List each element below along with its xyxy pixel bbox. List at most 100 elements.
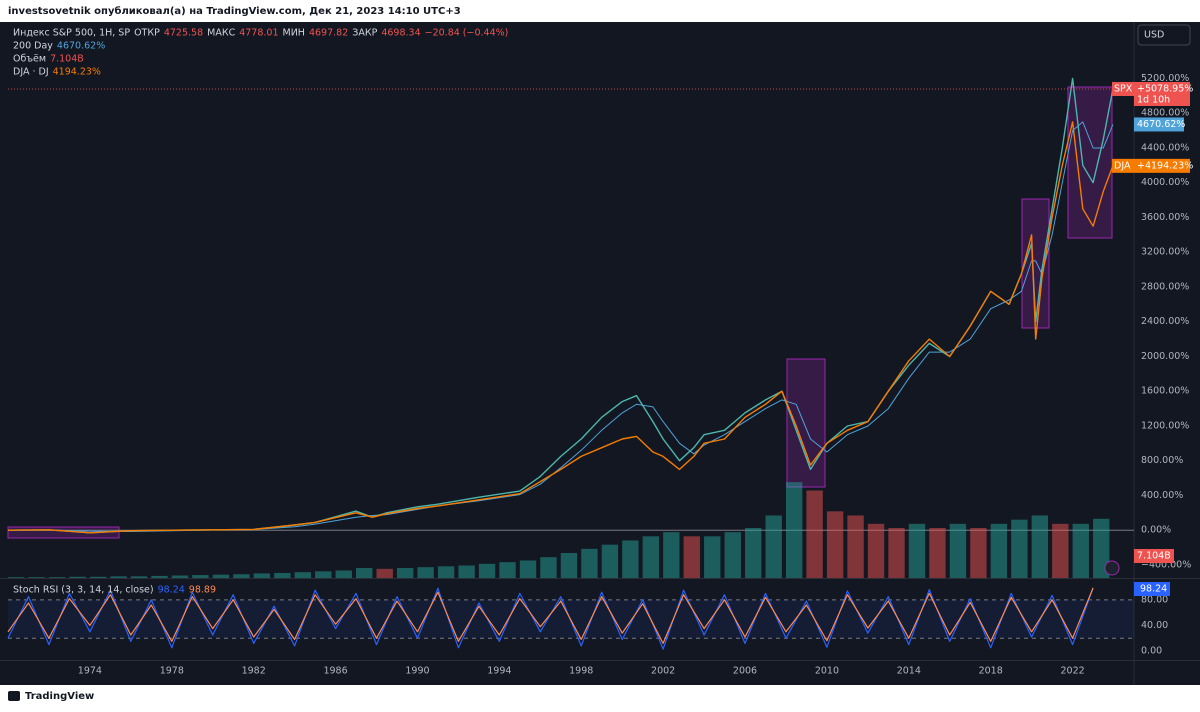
y-tick-label: 5200.00% [1141, 73, 1189, 84]
volume-bar [745, 528, 762, 578]
volume-bar [192, 575, 209, 578]
y-tick-label: 1200.00% [1141, 420, 1189, 431]
rsi-tick-label: 0.00 [1141, 646, 1162, 657]
volume-bar [806, 490, 823, 578]
countdown: 1d 10h [1137, 94, 1170, 105]
volume-bar [437, 566, 455, 578]
y-tick-label: 4000.00% [1141, 177, 1189, 188]
volume-bar [130, 576, 148, 578]
header-title: investsovetnik опубликовал(а) на Trading… [8, 5, 461, 17]
alert-icon [1104, 560, 1120, 576]
x-tick-label: 2022 [1060, 666, 1084, 677]
y-tick-label: 2000.00% [1141, 351, 1189, 362]
volume-bar [663, 532, 680, 578]
volume-bar [315, 571, 332, 578]
y-tick-label: 1600.00% [1141, 386, 1189, 397]
volume-bar [908, 523, 926, 578]
volume-bar [949, 523, 967, 578]
volume-bar [1052, 523, 1069, 578]
currency: USD [1144, 30, 1164, 41]
x-tick-label: 1998 [569, 666, 593, 677]
legend-text: Объём [13, 54, 46, 65]
rsi-badge-label: 98.24 [1140, 584, 1167, 595]
x-tick-label: 2018 [979, 666, 1003, 677]
ma-badge [1134, 117, 1184, 132]
x-tick-label: 1994 [487, 666, 511, 677]
x-tick-label: 1986 [323, 666, 347, 677]
legend-text: 7.104B [50, 54, 84, 65]
volume-bar [110, 576, 127, 578]
volume-bar [69, 576, 86, 578]
volume-bar [478, 563, 496, 578]
legend-text: 4778.01 [239, 28, 278, 39]
header-bar [0, 0, 1200, 22]
y-tick-label: 800.00% [1141, 455, 1183, 466]
volume-bar [48, 577, 66, 578]
highlight-box [7, 526, 120, 539]
rsi-tick-label: 80.00 [1141, 594, 1168, 605]
x-tick-label: 2014 [897, 666, 921, 677]
dja-badge-label: +4194.23% [1137, 160, 1193, 171]
legend-text: 4194.23% [53, 67, 101, 78]
x-tick-label: 1990 [405, 666, 429, 677]
rsi-line [7, 587, 1094, 644]
legend-text: 4698.34 [381, 28, 420, 39]
volume-bar [540, 557, 557, 578]
rsi-legend-value: 98.89 [189, 585, 216, 596]
volume-bar [847, 515, 864, 578]
series-tag-label: DJA [1114, 160, 1131, 171]
volume-bar [1072, 523, 1089, 578]
series-line [7, 121, 1114, 534]
dja-badge [1134, 158, 1190, 173]
rsi-badge [1134, 582, 1170, 596]
legend-text: ЗАКР [352, 28, 377, 39]
volume-bar [356, 568, 373, 578]
volume-bar [417, 567, 434, 578]
legend-text: DJA · DJ [13, 67, 49, 78]
volume-bar [826, 511, 844, 578]
volume-bar [1011, 519, 1028, 578]
x-tick-label: 2006 [733, 666, 757, 677]
currency-box [1137, 24, 1191, 46]
rsi-tick-label: 40.00 [1141, 620, 1168, 631]
x-tick-label: 1978 [160, 666, 184, 677]
volume-bar [970, 528, 987, 578]
ma-badge-label: 4670.62% [1137, 119, 1185, 130]
y-tick-label: 4400.00% [1141, 142, 1189, 153]
volume-bar [683, 536, 700, 578]
price-badge [1134, 81, 1190, 106]
volume-bar [519, 560, 537, 578]
y-tick-label: 4800.00% [1141, 108, 1189, 119]
x-tick-label: 1974 [78, 666, 102, 677]
rsi-legend-value: 98.24 [158, 585, 185, 596]
price-badge-label: +5078.95% [1137, 83, 1193, 94]
volume-bar [1093, 518, 1110, 578]
volume-bar [294, 572, 311, 578]
x-tick-label: 1982 [242, 666, 266, 677]
volume-bar [560, 553, 578, 578]
highlight-box [786, 358, 826, 488]
legend-text: 4725.58 [164, 28, 203, 39]
volume-bar [253, 573, 271, 578]
x-tick-label: 2002 [651, 666, 675, 677]
volume-bar [765, 515, 782, 578]
series-tag-label: SPX [1114, 83, 1133, 94]
volume-bar [458, 565, 475, 578]
x-tick-label: 2010 [815, 666, 839, 677]
volume-bar [622, 540, 639, 578]
series-tag [1112, 158, 1134, 173]
volume-badge [1134, 549, 1174, 563]
volume-bar [335, 570, 352, 578]
y-tick-label: −400.00% [1141, 559, 1191, 570]
volume-bar [888, 528, 905, 578]
volume-bar [581, 548, 598, 578]
legend: Индекс S&P 500, 1H, SP ОТКР 4725.58 МАКС 477… [13, 28, 508, 78]
y-tick-label: 3600.00% [1141, 212, 1189, 223]
volume-bar [8, 577, 25, 578]
y-tick-label: 2400.00% [1141, 316, 1189, 327]
volume-bar [1031, 515, 1049, 578]
footer-bar [0, 685, 1200, 708]
legend-text: 200 Day [13, 41, 53, 52]
volume-bar [601, 544, 619, 578]
